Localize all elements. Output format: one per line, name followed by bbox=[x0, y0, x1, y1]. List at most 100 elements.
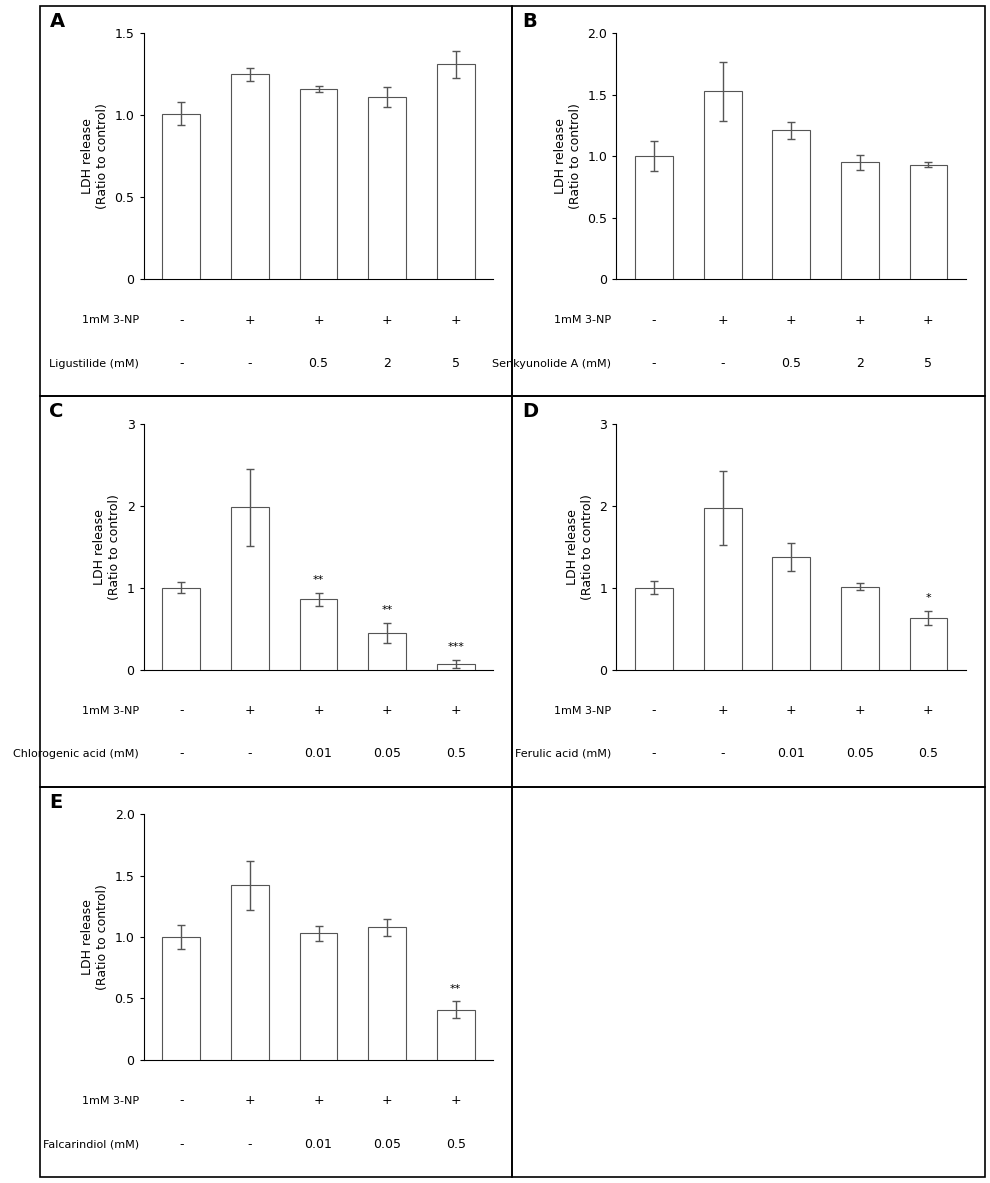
Text: +: + bbox=[450, 1094, 461, 1107]
Text: **: ** bbox=[313, 575, 324, 586]
Text: -: - bbox=[651, 313, 656, 327]
Bar bbox=[437, 1009, 474, 1060]
Text: +: + bbox=[450, 704, 461, 717]
Bar bbox=[300, 599, 338, 670]
Text: 0.05: 0.05 bbox=[373, 748, 401, 761]
Text: +: + bbox=[245, 704, 255, 717]
Text: 0.01: 0.01 bbox=[305, 748, 333, 761]
Bar bbox=[162, 588, 200, 670]
Text: +: + bbox=[382, 1094, 392, 1107]
Text: Ferulic acid (mM): Ferulic acid (mM) bbox=[515, 749, 612, 759]
Text: +: + bbox=[313, 1094, 324, 1107]
Bar bbox=[368, 97, 406, 279]
Bar bbox=[162, 114, 200, 279]
Text: +: + bbox=[382, 704, 392, 717]
Bar bbox=[231, 75, 268, 279]
Y-axis label: LDH release
(Ratio to control): LDH release (Ratio to control) bbox=[565, 493, 594, 600]
Text: D: D bbox=[523, 402, 539, 421]
Bar bbox=[437, 64, 474, 279]
Bar bbox=[300, 933, 338, 1060]
Text: Chlorogenic acid (mM): Chlorogenic acid (mM) bbox=[13, 749, 139, 759]
Text: 2: 2 bbox=[856, 357, 863, 370]
Text: 5: 5 bbox=[451, 357, 459, 370]
Text: Ligustilide (mM): Ligustilide (mM) bbox=[49, 358, 139, 369]
Bar bbox=[704, 508, 742, 670]
Text: 0.01: 0.01 bbox=[305, 1138, 333, 1151]
Text: -: - bbox=[651, 357, 656, 370]
Text: 0.5: 0.5 bbox=[446, 748, 465, 761]
Bar bbox=[368, 927, 406, 1060]
Text: -: - bbox=[179, 704, 183, 717]
Text: 1mM 3-NP: 1mM 3-NP bbox=[554, 315, 612, 325]
Bar bbox=[772, 130, 810, 279]
Y-axis label: LDH release
(Ratio to control): LDH release (Ratio to control) bbox=[81, 884, 109, 990]
Text: +: + bbox=[382, 313, 392, 327]
Text: 2: 2 bbox=[383, 357, 391, 370]
Text: E: E bbox=[50, 793, 62, 812]
Bar bbox=[231, 508, 268, 670]
Y-axis label: LDH release
(Ratio to control): LDH release (Ratio to control) bbox=[553, 103, 582, 209]
Text: A: A bbox=[50, 12, 64, 31]
Text: -: - bbox=[248, 357, 252, 370]
Text: +: + bbox=[854, 313, 865, 327]
Text: 0.5: 0.5 bbox=[446, 1138, 465, 1151]
Text: *: * bbox=[926, 593, 932, 603]
Text: Senkyunolide A (mM): Senkyunolide A (mM) bbox=[492, 358, 612, 369]
Text: 0.05: 0.05 bbox=[373, 1138, 401, 1151]
Bar bbox=[910, 164, 947, 279]
Text: +: + bbox=[854, 704, 865, 717]
Text: +: + bbox=[718, 313, 728, 327]
Text: -: - bbox=[179, 357, 183, 370]
Bar bbox=[772, 557, 810, 670]
Text: -: - bbox=[651, 748, 656, 761]
Bar bbox=[841, 587, 879, 670]
Text: 0.5: 0.5 bbox=[919, 748, 939, 761]
Text: 0.5: 0.5 bbox=[781, 357, 801, 370]
Text: 1mM 3-NP: 1mM 3-NP bbox=[81, 705, 139, 716]
Text: -: - bbox=[721, 748, 725, 761]
Text: ***: *** bbox=[447, 642, 464, 652]
Text: 0.05: 0.05 bbox=[845, 748, 874, 761]
Text: +: + bbox=[718, 704, 728, 717]
Bar bbox=[636, 588, 673, 670]
Text: 1mM 3-NP: 1mM 3-NP bbox=[554, 705, 612, 716]
Text: +: + bbox=[245, 313, 255, 327]
Text: C: C bbox=[50, 402, 64, 421]
Text: +: + bbox=[923, 313, 934, 327]
Bar bbox=[910, 618, 947, 670]
Y-axis label: LDH release
(Ratio to control): LDH release (Ratio to control) bbox=[81, 103, 109, 209]
Bar bbox=[300, 89, 338, 279]
Text: **: ** bbox=[381, 606, 393, 615]
Text: -: - bbox=[248, 748, 252, 761]
Text: -: - bbox=[248, 1138, 252, 1151]
Bar bbox=[437, 664, 474, 670]
Text: +: + bbox=[313, 313, 324, 327]
Text: 1mM 3-NP: 1mM 3-NP bbox=[81, 315, 139, 325]
Text: 1mM 3-NP: 1mM 3-NP bbox=[81, 1095, 139, 1106]
Text: B: B bbox=[523, 12, 537, 31]
Text: +: + bbox=[450, 313, 461, 327]
Text: +: + bbox=[245, 1094, 255, 1107]
Text: -: - bbox=[651, 704, 656, 717]
Bar bbox=[841, 162, 879, 279]
Text: 0.01: 0.01 bbox=[777, 748, 805, 761]
Text: -: - bbox=[721, 357, 725, 370]
Text: +: + bbox=[786, 704, 797, 717]
Text: +: + bbox=[786, 313, 797, 327]
Y-axis label: LDH release
(Ratio to control): LDH release (Ratio to control) bbox=[93, 493, 121, 600]
Text: **: ** bbox=[450, 983, 461, 994]
Text: +: + bbox=[313, 704, 324, 717]
Bar bbox=[231, 885, 268, 1060]
Text: -: - bbox=[179, 1094, 183, 1107]
Text: -: - bbox=[179, 313, 183, 327]
Bar bbox=[162, 937, 200, 1060]
Text: 0.5: 0.5 bbox=[309, 357, 329, 370]
Text: +: + bbox=[923, 704, 934, 717]
Text: Falcarindiol (mM): Falcarindiol (mM) bbox=[43, 1139, 139, 1150]
Bar bbox=[636, 156, 673, 279]
Text: -: - bbox=[179, 748, 183, 761]
Bar bbox=[368, 633, 406, 670]
Bar bbox=[704, 91, 742, 279]
Text: 5: 5 bbox=[925, 357, 933, 370]
Text: -: - bbox=[179, 1138, 183, 1151]
